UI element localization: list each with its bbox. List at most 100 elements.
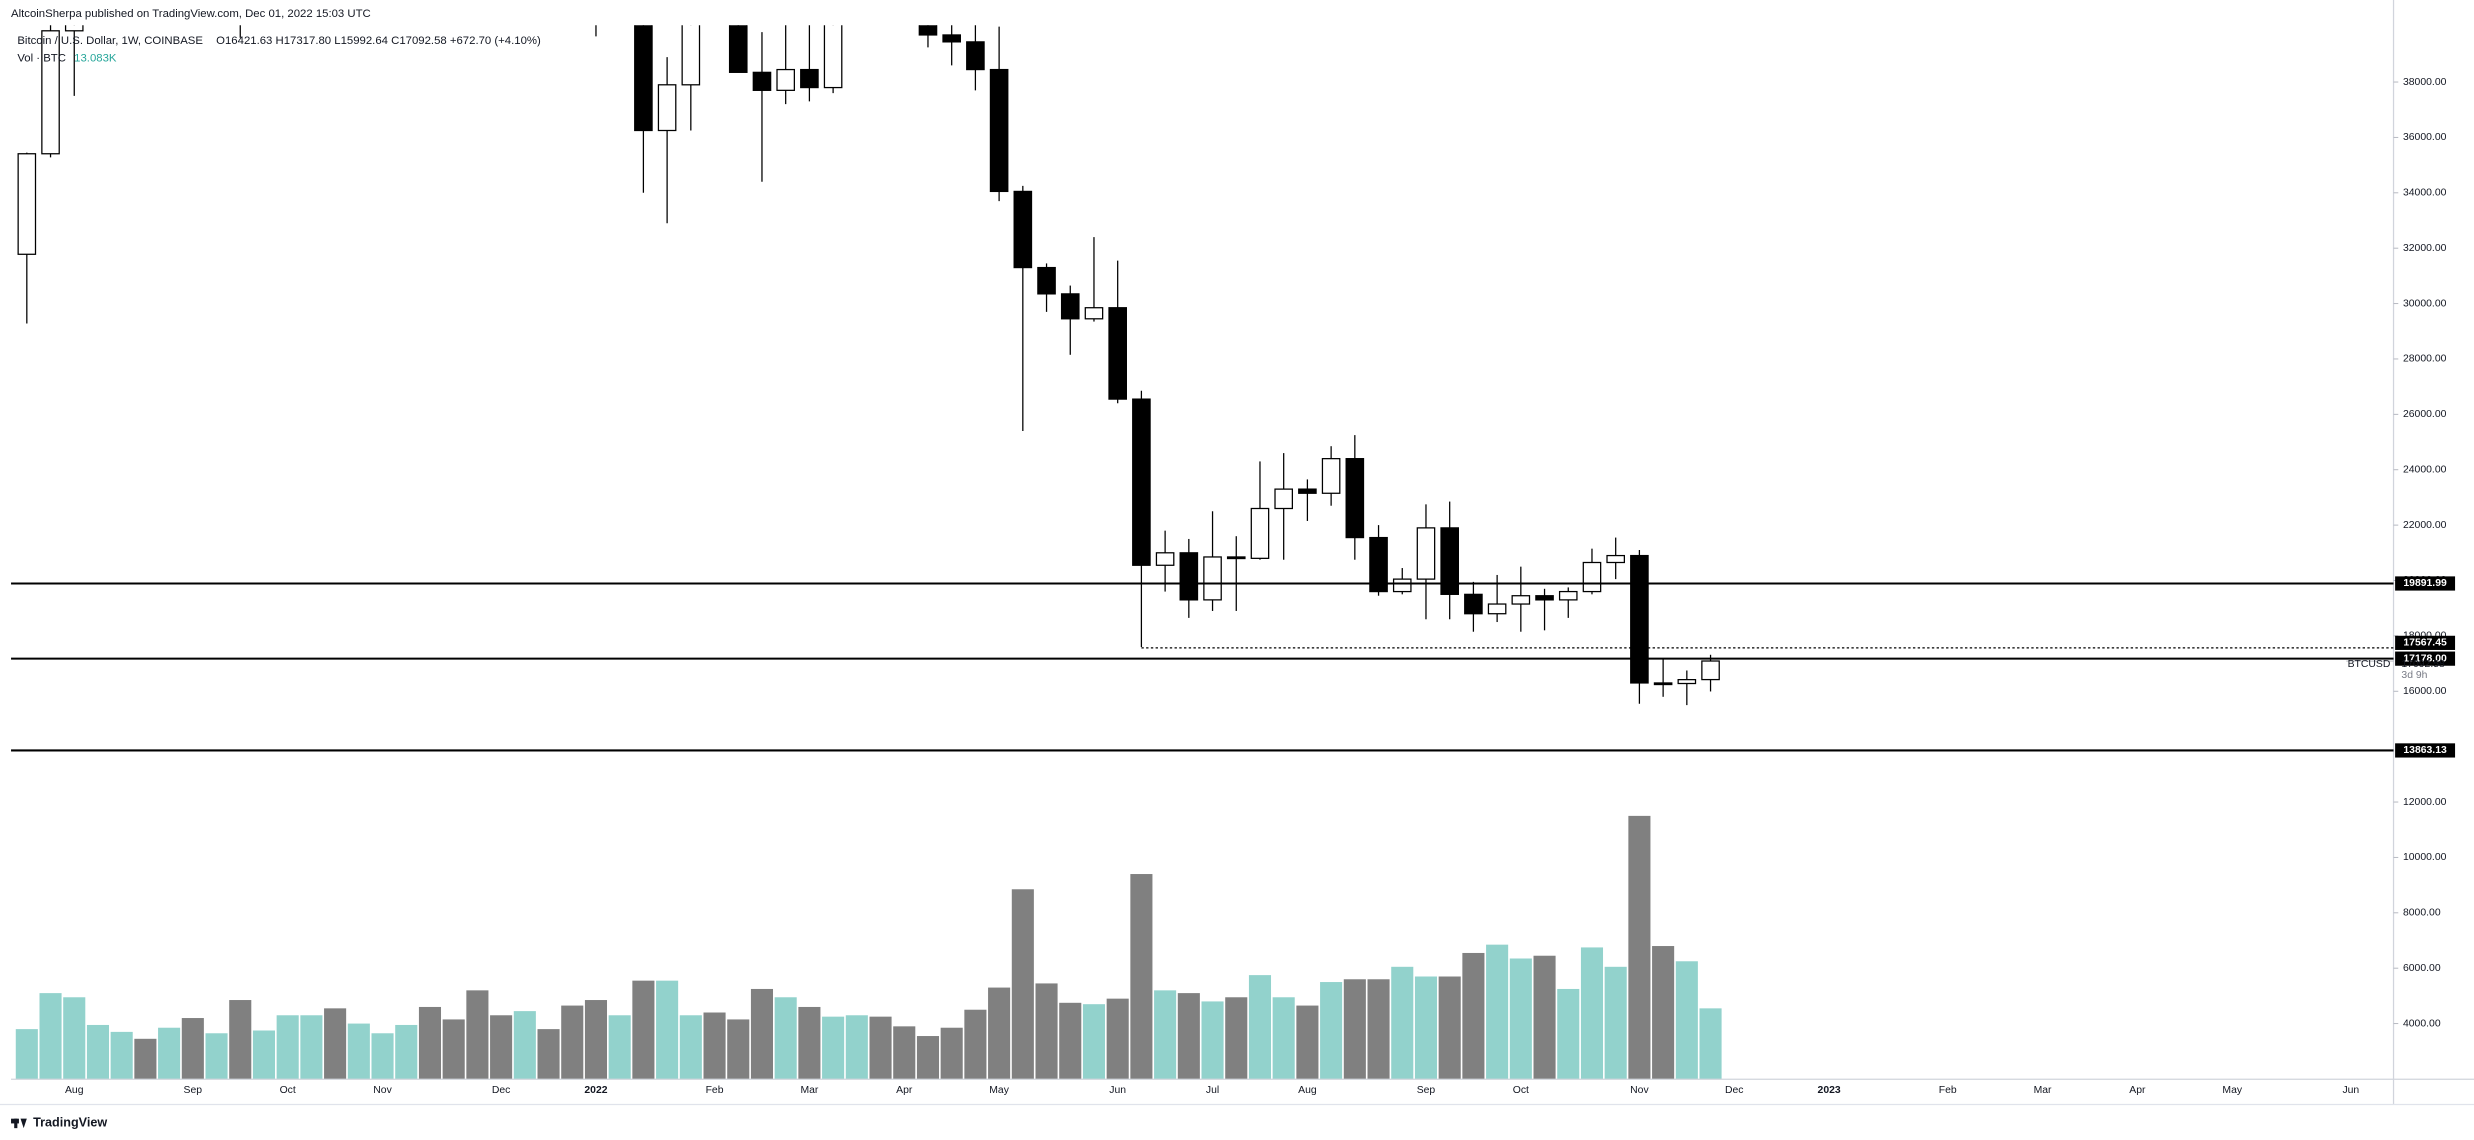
volume-bar xyxy=(1699,1008,1722,1080)
x-tick-label: Oct xyxy=(280,1085,296,1096)
candle-body xyxy=(1582,561,1602,593)
volume-bar xyxy=(1082,1004,1106,1080)
volume-bar xyxy=(1438,976,1461,1080)
candle-body xyxy=(1535,595,1554,601)
volume-bar xyxy=(134,1038,157,1080)
volume-bar xyxy=(442,1019,465,1080)
volume-bar xyxy=(561,1005,584,1080)
candle-body xyxy=(1558,590,1578,601)
volume-bar xyxy=(252,1030,276,1080)
level-label: 17567.45 xyxy=(2403,638,2447,649)
volume-bar xyxy=(371,1033,394,1080)
volume-bar xyxy=(276,1015,299,1080)
volume-bar xyxy=(1059,1002,1082,1080)
y-tick-label: 36000.00 xyxy=(2403,132,2447,143)
candle-body xyxy=(1084,307,1104,320)
x-tick-label: May xyxy=(989,1085,1009,1096)
volume-bar xyxy=(798,1006,821,1080)
volume-bar xyxy=(395,1024,418,1080)
y-tick-label: 34000.00 xyxy=(2403,188,2447,199)
candle-body xyxy=(1179,552,1199,601)
volume-bar xyxy=(15,1029,38,1080)
candle-body xyxy=(1677,679,1697,685)
candle-body xyxy=(800,68,819,89)
candle-body xyxy=(1511,595,1531,605)
volume-bar xyxy=(229,1000,252,1080)
volume-bar xyxy=(490,1015,513,1080)
candle-body xyxy=(1321,458,1341,494)
level-label-box xyxy=(2395,743,2456,758)
volume-bar xyxy=(584,1000,608,1080)
volume-bar xyxy=(1225,997,1248,1080)
candle-body xyxy=(942,34,961,43)
legend-ohlc: O16421.63 H17317.80 L15992.64 C17092.58 … xyxy=(216,35,541,47)
candle-body xyxy=(657,84,677,132)
volume-bar xyxy=(39,993,62,1080)
brand-logo xyxy=(11,1118,27,1129)
volume-bar xyxy=(774,997,797,1080)
x-tick-label: Dec xyxy=(492,1085,511,1096)
volume-bar xyxy=(1462,952,1485,1080)
x-tick-label: Feb xyxy=(1939,1085,1957,1096)
volume-bar xyxy=(1652,946,1675,1080)
candle-body xyxy=(728,25,748,73)
volume-bar xyxy=(1391,966,1414,1080)
volume-bar xyxy=(347,1023,370,1080)
volume-bar xyxy=(418,1006,442,1080)
volume-bar xyxy=(940,1027,963,1080)
volume-bar xyxy=(205,1033,228,1080)
y-tick-label: 12000.00 xyxy=(2403,797,2447,808)
volume-bar xyxy=(1580,947,1604,1080)
volume-bar xyxy=(916,1036,940,1080)
candle-body xyxy=(1464,593,1483,615)
x-tick-label: Apr xyxy=(2129,1085,2146,1096)
volume-bar xyxy=(86,1024,110,1080)
candle-body xyxy=(634,25,653,132)
x-tick-label: Apr xyxy=(896,1085,913,1096)
volume-bar xyxy=(893,1026,916,1080)
volume-bar xyxy=(750,988,774,1080)
volume-bar xyxy=(679,1015,702,1080)
candle-body xyxy=(1108,307,1127,400)
candle-body xyxy=(776,68,795,91)
x-tick-label: Oct xyxy=(1513,1085,1529,1096)
volume-bar xyxy=(1533,955,1556,1080)
level-label: 17178.00 xyxy=(2403,653,2447,664)
y-tick-label: 38000.00 xyxy=(2403,77,2447,88)
x-tick-label: Nov xyxy=(1630,1085,1649,1096)
x-tick-label: Sep xyxy=(184,1085,203,1096)
candle-body xyxy=(1013,190,1033,269)
candle-body xyxy=(1701,660,1720,681)
volume-bar xyxy=(1035,983,1058,1080)
x-tick-label: Jun xyxy=(2342,1085,2359,1096)
volume-bar xyxy=(181,1018,204,1080)
volume-bar xyxy=(1628,815,1651,1080)
candle-body xyxy=(1037,266,1056,295)
y-tick-label: 30000.00 xyxy=(2403,298,2447,309)
x-tick-label: Nov xyxy=(373,1085,392,1096)
volume-bar xyxy=(1486,944,1509,1080)
candle-body xyxy=(1226,556,1246,560)
brand: TradingView xyxy=(33,1116,107,1130)
x-tick-label: Sep xyxy=(1417,1085,1436,1096)
candle-body xyxy=(41,30,60,155)
candle-body xyxy=(1060,293,1080,320)
x-tick-label: Aug xyxy=(1298,1085,1317,1096)
volume-bar xyxy=(1557,988,1580,1080)
candle-body xyxy=(1630,554,1649,684)
candle-body xyxy=(1440,527,1459,595)
candle-body xyxy=(918,25,938,36)
volume-bar xyxy=(1201,1001,1224,1080)
volume-bar xyxy=(1414,976,1438,1080)
candle-body xyxy=(752,71,772,91)
level-label-box xyxy=(2395,651,2456,666)
y-tick-label: 8000.00 xyxy=(2403,908,2441,919)
x-tick-label: Feb xyxy=(706,1085,724,1096)
publish-title: AltcoinSherpa published on TradingView.c… xyxy=(11,8,371,20)
volume-bar xyxy=(1343,979,1366,1080)
y-tick-label: 4000.00 xyxy=(2403,1018,2441,1029)
candle-body xyxy=(681,25,701,86)
y-tick-label: 24000.00 xyxy=(2403,464,2447,475)
x-tick-label: May xyxy=(2222,1085,2242,1096)
